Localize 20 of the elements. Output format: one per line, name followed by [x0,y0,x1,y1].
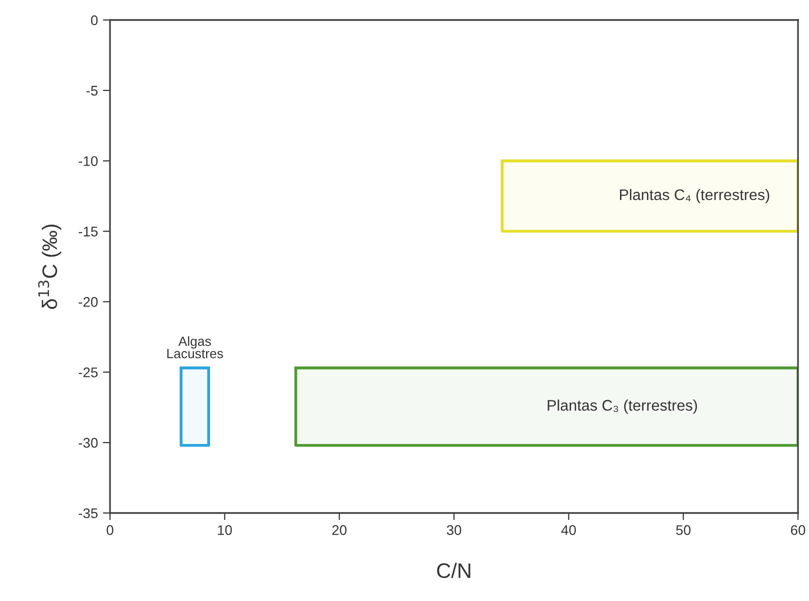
x-axis-title: C/N [437,562,470,578]
series-label: Algas Lacustres [167,336,223,358]
x-tick-label: 50 [676,525,691,536]
y-tick-label: -35 [78,508,98,518]
y-tick-label: -25 [78,367,98,378]
y-axis-title: δ$^{13}$C (‰) [38,224,62,309]
x-tick-label: 20 [332,525,347,536]
y-tick-label: 0 [91,15,98,26]
x-tick-label: 0 [106,525,114,536]
y-tick-label: -20 [78,297,98,307]
x-tick-label: 40 [561,525,576,536]
x-tick-label: 10 [218,525,232,536]
y-tick-label: -15 [78,226,98,236]
y-tick-label: -5 [86,86,98,96]
text: Plantas C₃ (terrestres) [548,400,697,414]
y-tick-label: -30 [78,438,98,448]
x-tick-label: 30 [446,525,462,536]
x-tick-label: 60 [790,525,806,536]
series-label: Plantas C₄ (terrestres) [620,188,770,204]
y-tick-label: -10 [78,156,98,166]
